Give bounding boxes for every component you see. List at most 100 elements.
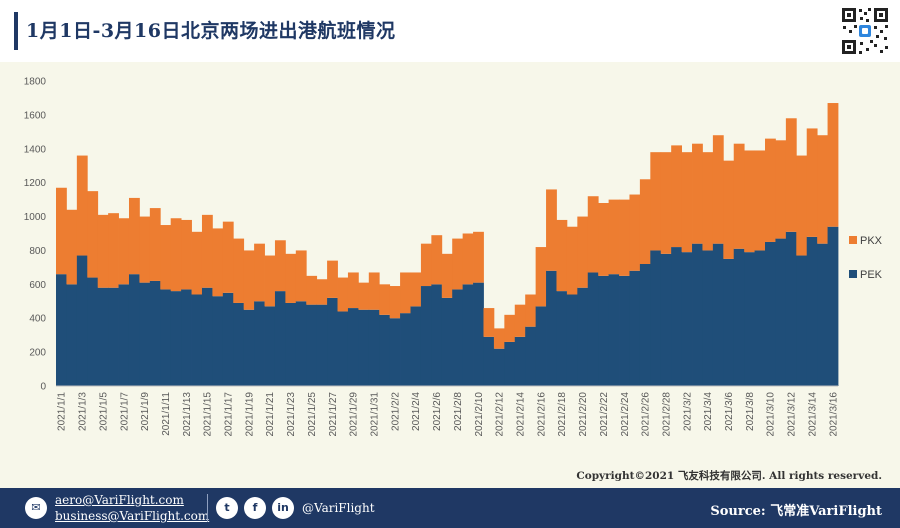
bar-pek <box>671 247 682 386</box>
bar-pek <box>233 302 245 386</box>
y-tick-label: 1000 <box>24 212 47 223</box>
x-tick-label: 2021/2/6 <box>432 392 443 431</box>
bar-pek <box>243 309 255 386</box>
email-link-aero[interactable]: aero@VariFlight.com <box>55 493 184 507</box>
bar-pkx <box>347 272 359 309</box>
x-tick-label: 2021/1/25 <box>307 392 318 437</box>
bar-pek <box>577 287 589 386</box>
x-tick-label: 2021/2/22 <box>599 392 610 437</box>
bar-pek <box>160 289 172 386</box>
bar-pek <box>347 308 359 386</box>
stacked-bar-chart: 0 200 400 600 800 1000 1200 1400 1600 1800 2021/1/… <box>24 77 883 437</box>
x-tick-label: 2021/3/16 <box>828 392 839 437</box>
legend-label-pek: PEK <box>860 269 883 281</box>
bar-pkx <box>66 209 78 285</box>
bar-pek <box>274 291 286 386</box>
bar-pkx <box>108 213 119 288</box>
bar-pkx <box>754 150 766 251</box>
bar-pkx <box>181 219 192 290</box>
page-title: 1月1日-3月16日北京两场进出港航班情况 <box>26 20 396 42</box>
bar-pek <box>410 306 422 386</box>
bar-pek <box>97 287 109 386</box>
bar-pek <box>191 294 203 386</box>
bar-pkx <box>56 187 67 275</box>
bar-pek <box>389 318 401 386</box>
bar-pkx <box>274 240 286 292</box>
bar-pkx <box>139 216 151 283</box>
bar-pek <box>827 226 839 386</box>
email-link-business[interactable]: business@VariFlight.com <box>55 509 210 523</box>
bar-pkx <box>410 272 422 307</box>
x-tick-label: 2021/3/6 <box>724 392 735 431</box>
x-tick-label: 2021/1/17 <box>224 392 235 437</box>
bar-pkx <box>629 194 641 271</box>
bar-pkx <box>76 155 88 256</box>
bar-pkx <box>639 179 651 264</box>
footer: ✉ aero@VariFlight.com business@VariFligh… <box>0 488 900 528</box>
bar-pkx <box>160 225 172 290</box>
bar-pkx <box>254 243 265 302</box>
x-tick-label: 2021/1/23 <box>286 392 297 437</box>
bar-pkx <box>733 143 745 249</box>
mail-icon: ✉ <box>25 497 47 519</box>
x-tick-label: 2021/2/18 <box>557 392 568 437</box>
y-tick-label: 1600 <box>24 110 47 121</box>
x-tick-label: 2021/1/21 <box>265 392 276 437</box>
bar-pek <box>483 336 495 386</box>
bar-pek <box>806 236 818 386</box>
facebook-icon[interactable]: f <box>244 497 266 519</box>
x-tick-label: 2021/1/1 <box>57 392 68 431</box>
bar-pek <box>181 289 192 386</box>
legend-swatch-pkx <box>849 236 857 244</box>
x-tick-label: 2021/2/26 <box>641 392 652 437</box>
x-tick-label: 2021/1/3 <box>78 392 89 431</box>
bar-pkx <box>295 250 307 302</box>
bar-pek <box>170 291 182 386</box>
bar-pek <box>525 326 537 386</box>
bar-pek <box>733 248 745 386</box>
x-tick-label: 2021/1/11 <box>161 392 172 436</box>
bar-pkx <box>608 199 620 275</box>
linkedin-icon[interactable]: in <box>272 497 294 519</box>
bar-pkx <box>619 199 630 276</box>
y-tick-label: 1200 <box>24 178 47 189</box>
bar-pkx <box>483 308 495 337</box>
bar-pkx <box>473 231 484 283</box>
bar-pkx <box>566 226 578 295</box>
footer-divider <box>207 494 208 522</box>
bar-pkx <box>493 328 505 349</box>
bar-pkx <box>233 238 245 303</box>
bar-pkx <box>723 160 735 259</box>
bar-pkx <box>452 238 464 290</box>
bar-pek <box>400 313 411 386</box>
bar-pkx <box>285 253 297 303</box>
bar-pek <box>775 238 787 386</box>
bar-pek <box>462 284 474 386</box>
bar-pkx <box>264 255 276 307</box>
bar-pkx <box>775 140 787 239</box>
bar-pek <box>212 296 224 386</box>
bar-pkx <box>400 272 411 314</box>
bar-pek <box>87 277 99 386</box>
bar-pkx <box>556 219 568 292</box>
y-tick-label: 0 <box>40 382 46 393</box>
bar-pkx <box>201 214 213 288</box>
bar-pek <box>639 264 651 386</box>
bar-pkx <box>462 233 474 285</box>
bar-pkx <box>598 203 610 276</box>
bar-pkx <box>577 216 589 288</box>
twitter-icon[interactable]: t <box>216 497 238 519</box>
x-tick-label: 2021/1/31 <box>370 392 381 437</box>
bar-pek <box>337 311 349 386</box>
x-tick-label: 2021/2/10 <box>474 392 485 437</box>
bar-pek <box>295 301 307 386</box>
bar-pek <box>598 275 610 386</box>
x-tick-label: 2021/3/10 <box>766 392 777 437</box>
x-tick-label: 2021/1/9 <box>140 392 151 431</box>
bar-pkx <box>170 218 182 292</box>
bar-pek <box>379 314 391 386</box>
y-tick-label: 200 <box>29 348 46 359</box>
bar-pek <box>66 284 78 386</box>
bar-pek <box>504 341 516 386</box>
bar-pek <box>619 275 630 386</box>
